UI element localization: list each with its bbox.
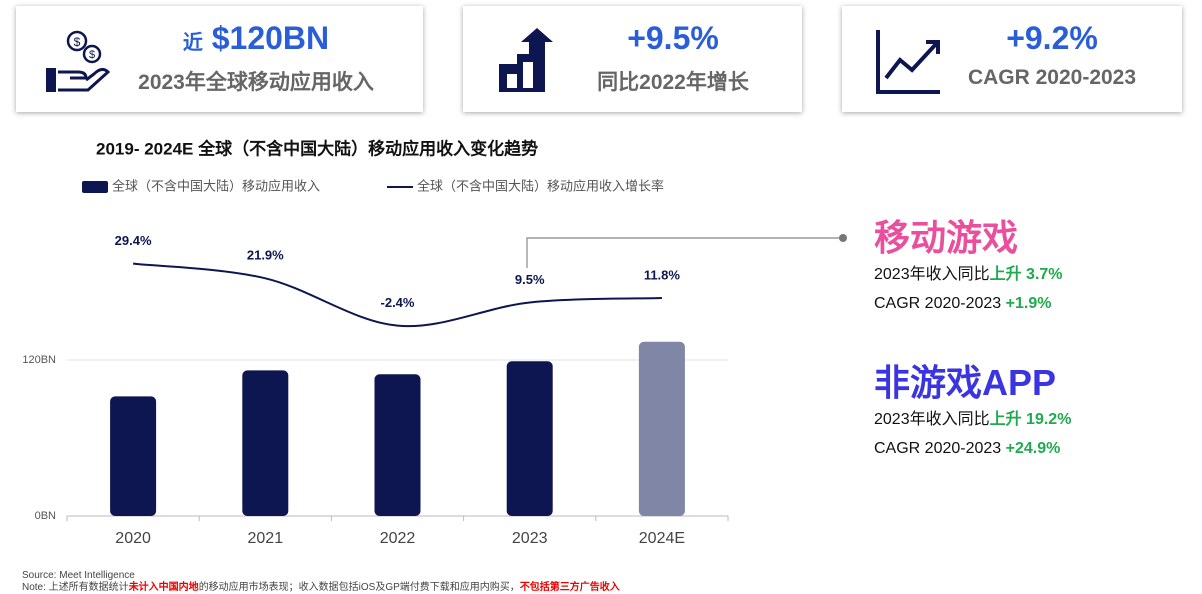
side-title: 非游戏APP	[874, 362, 1057, 403]
svg-text:$: $	[74, 35, 81, 49]
note-highlight: 不包括第三方广告收入	[519, 582, 620, 593]
bar	[110, 396, 157, 516]
side-value: +24.9%	[1005, 440, 1061, 457]
side-block: 非游戏APP 2023年收入同比上升 19.2% CAGR 2020-2023 …	[874, 361, 1071, 463]
data-label: 9.5%	[515, 272, 545, 287]
legend-label: 全球（不含中国大陆）移动应用收入增长率	[417, 178, 664, 193]
kpi-card: +9.5% 同比2022年增长	[463, 6, 802, 112]
kpi-card: $ $ 近 $120BN 2023年全球移动应用收入	[16, 6, 423, 112]
kpi-label: CAGR 2020-2023	[967, 66, 1137, 89]
side-block: 移动游戏 2023年收入同比上升 3.7% CAGR 2020-2023 +1.…	[874, 216, 1063, 318]
side-label: CAGR 2020-2023	[874, 440, 1002, 457]
bar	[506, 361, 553, 516]
notes: Source: Meet Intelligence Note: 上述所有数据统计…	[22, 570, 620, 594]
callout-dot	[839, 234, 847, 242]
kpi-label: 同比2022年增长	[597, 71, 749, 94]
side-value: 上升 3.7%	[989, 266, 1063, 283]
note-highlight: 未计入中国内地	[128, 582, 199, 593]
side-value: 上升 19.2%	[989, 411, 1072, 428]
note-text: 的移动应用市场表现；收入数据包括iOS及GP端付费下载和应用内购买，	[198, 582, 520, 593]
legend-label: 全球（不含中国大陆）移动应用收入	[112, 178, 320, 193]
kpi-value: +9.5%	[627, 20, 719, 56]
svg-text:$: $	[89, 49, 95, 61]
x-tick-label: 2021	[248, 530, 284, 547]
x-tick-label: 2024E	[639, 530, 685, 547]
side-label: 2023年收入同比	[874, 411, 990, 428]
data-label: 21.9%	[247, 248, 284, 263]
side-value: +1.9%	[1005, 295, 1052, 312]
kpi-value: $120BN	[211, 20, 330, 56]
trend-icon	[876, 30, 940, 94]
data-label: 11.8%	[644, 267, 681, 282]
note-text: Note: 上述所有数据统计	[22, 582, 129, 593]
kpi-value: +9.2%	[1006, 20, 1098, 56]
chart: 2019- 2024E 全球（不含中国大陆）移动应用收入变化趋势 0BN 120B…	[22, 138, 847, 547]
growth-icon	[499, 28, 553, 92]
kpi-prefix: 近	[182, 32, 203, 54]
kpi-card: +9.2% CAGR 2020-2023	[842, 6, 1182, 112]
x-tick-label: 2020	[115, 530, 151, 547]
kpi-label: 2023年全球移动应用收入	[138, 71, 374, 94]
bar	[638, 341, 685, 516]
bar	[374, 374, 421, 516]
callout-line	[526, 237, 843, 268]
data-label: -2.4%	[381, 295, 415, 310]
legend-swatch	[82, 181, 108, 193]
x-tick-label: 2022	[380, 530, 416, 547]
growth-line	[132, 262, 662, 328]
money-icon: $$	[46, 30, 111, 92]
bar	[242, 370, 289, 516]
x-tick-label: 2023	[512, 530, 548, 547]
side-title: 移动游戏	[874, 217, 1019, 258]
side-label: 2023年收入同比	[874, 266, 990, 283]
y-tick-label: 0BN	[35, 510, 56, 522]
side-label: CAGR 2020-2023	[874, 295, 1002, 312]
chart-title: 2019- 2024E 全球（不含中国大陆）移动应用收入变化趋势	[96, 138, 538, 158]
data-label: 29.4%	[115, 233, 152, 248]
y-tick-label: 120BN	[22, 354, 56, 366]
source: Source: Meet Intelligence	[22, 570, 135, 581]
